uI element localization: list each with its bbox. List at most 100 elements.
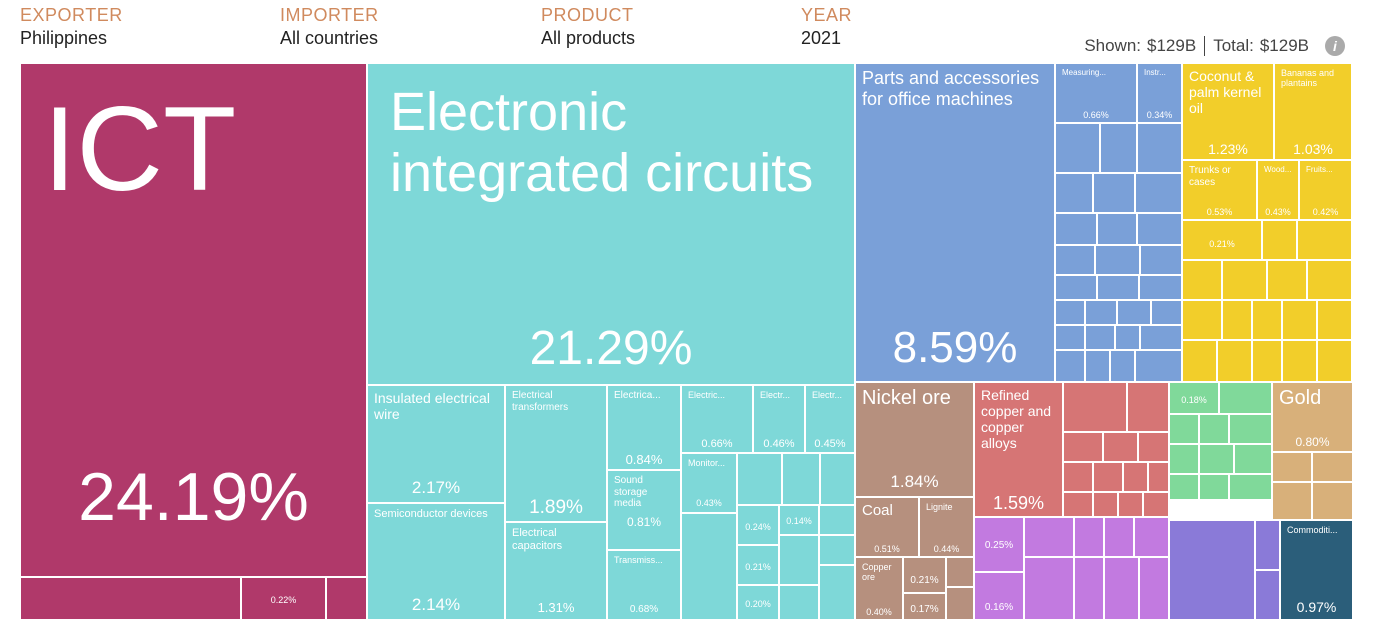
- treemap-tile-electronics-5[interactable]: [819, 535, 855, 565]
- treemap-tile-machinery-30[interactable]: [1055, 325, 1085, 350]
- treemap-tile-copper-ore[interactable]: Copper ore 0.40%: [855, 557, 903, 620]
- treemap-tile-product[interactable]: 0.17%: [903, 593, 946, 620]
- treemap-tile-agriculture-45[interactable]: [1222, 300, 1252, 340]
- filter-year[interactable]: YEAR 2021: [801, 4, 852, 50]
- treemap-tile-stone-89[interactable]: [1272, 482, 1312, 520]
- treemap-tile-machinery-22[interactable]: [1140, 245, 1182, 275]
- treemap-tile-product[interactable]: 0.14%: [779, 505, 819, 535]
- treemap-tile-machinery-13[interactable]: [1137, 123, 1182, 173]
- treemap-tile-machinery-31[interactable]: [1085, 325, 1115, 350]
- treemap-tile-instr[interactable]: Instr... 0.34%: [1137, 63, 1182, 123]
- treemap-tile-product[interactable]: 0.21%: [1182, 220, 1262, 260]
- treemap-tile-stone-90[interactable]: [1312, 482, 1353, 520]
- treemap-tile-commoditi[interactable]: Commoditi... 0.97%: [1280, 520, 1353, 620]
- treemap-tile-animal-79[interactable]: [1199, 414, 1229, 444]
- treemap-tile-machinery-12[interactable]: [1100, 123, 1137, 173]
- treemap-tile-machinery-35[interactable]: [1085, 350, 1110, 382]
- treemap-tile-animal-82[interactable]: [1199, 444, 1234, 474]
- treemap-tile-ict-0[interactable]: [20, 577, 241, 620]
- treemap-tile-chemicals-71[interactable]: [1104, 517, 1134, 557]
- treemap-tile-coal[interactable]: Coal 0.51%: [855, 497, 919, 557]
- treemap-tile-product[interactable]: 0.16%: [974, 572, 1024, 620]
- treemap-tile-metals-62[interactable]: [1093, 462, 1123, 492]
- treemap-tile-metals-67[interactable]: [1118, 492, 1143, 517]
- treemap-tile-ict-1[interactable]: [326, 577, 367, 620]
- treemap-tile-agriculture-42[interactable]: [1267, 260, 1307, 300]
- treemap-tile-machinery-34[interactable]: [1055, 350, 1085, 382]
- treemap-tile-trunks-or-cases[interactable]: Trunks or cases 0.53%: [1182, 160, 1257, 220]
- treemap-tile-chemicals-70[interactable]: [1074, 517, 1104, 557]
- treemap-tile-electronics-7[interactable]: [819, 565, 855, 620]
- treemap-tile-agriculture-51[interactable]: [1252, 340, 1282, 382]
- treemap-tile-machinery-20[interactable]: [1055, 245, 1095, 275]
- treemap-tile-metals-59[interactable]: [1103, 432, 1138, 462]
- treemap-tile-machinery-23[interactable]: [1055, 275, 1097, 300]
- treemap-tile-agriculture-52[interactable]: [1282, 340, 1317, 382]
- treemap-tile-agriculture-50[interactable]: [1217, 340, 1252, 382]
- treemap-tile-animal-83[interactable]: [1234, 444, 1272, 474]
- treemap-tile-minerals-54[interactable]: [946, 557, 974, 587]
- treemap-tile-animal-86[interactable]: [1229, 474, 1272, 500]
- treemap-tile-other-93[interactable]: [1255, 570, 1280, 620]
- treemap-tile-monitor[interactable]: Monitor... 0.43%: [681, 453, 737, 513]
- treemap-tile-transmiss[interactable]: Transmiss... 0.68%: [607, 550, 681, 620]
- treemap-tile-animal-80[interactable]: [1229, 414, 1272, 444]
- treemap-tile-machinery-33[interactable]: [1140, 325, 1182, 350]
- treemap-tile-other-92[interactable]: [1255, 520, 1280, 570]
- treemap-tile-electronics-2[interactable]: [681, 513, 737, 620]
- treemap-tile-machinery-11[interactable]: [1055, 123, 1100, 173]
- treemap-tile-metals-58[interactable]: [1063, 432, 1103, 462]
- treemap-tile-other-91[interactable]: [1169, 520, 1255, 620]
- treemap-tile-agriculture-48[interactable]: [1317, 300, 1352, 340]
- treemap-tile-stone-88[interactable]: [1312, 452, 1353, 482]
- treemap-tile-electrical-capacitors[interactable]: Electrical capacitors 1.31%: [505, 522, 607, 620]
- treemap-tile-bananas-and-plantains[interactable]: Bananas and plantains 1.03%: [1274, 63, 1352, 160]
- treemap-tile-product[interactable]: 0.22%: [241, 577, 326, 620]
- treemap-tile-electrical-transformers[interactable]: Electrical transformers 1.89%: [505, 385, 607, 522]
- treemap-tile-electr[interactable]: Electr... 0.46%: [753, 385, 805, 453]
- treemap-tile-electronics-4[interactable]: [819, 505, 855, 535]
- treemap-tile-machinery-29[interactable]: [1151, 300, 1182, 325]
- treemap-tile-machinery-27[interactable]: [1085, 300, 1117, 325]
- treemap-tile-chemicals-73[interactable]: [1024, 557, 1074, 620]
- treemap-tile-electronics-6[interactable]: [779, 585, 819, 620]
- treemap-tile-chemicals-72[interactable]: [1134, 517, 1169, 557]
- treemap-tile-animal-81[interactable]: [1169, 444, 1199, 474]
- treemap-tile-nickel-ore[interactable]: Nickel ore 1.84%: [855, 382, 974, 497]
- treemap-tile-metals-65[interactable]: [1063, 492, 1093, 517]
- treemap-tile-chemicals-76[interactable]: [1139, 557, 1169, 620]
- treemap-tile-animal-77[interactable]: [1219, 382, 1272, 414]
- treemap-tile-lignite[interactable]: Lignite 0.44%: [919, 497, 974, 557]
- treemap-tile-animal-84[interactable]: [1169, 474, 1199, 500]
- treemap-tile-electronic-integrated-circuits[interactable]: Electronic integrated circuits 21.29%: [367, 63, 855, 385]
- treemap-tile-electric[interactable]: Electric... 0.66%: [681, 385, 753, 453]
- treemap-tile-machinery-25[interactable]: [1139, 275, 1182, 300]
- treemap-tile-metals-57[interactable]: [1127, 382, 1169, 432]
- treemap-tile-electronics-10[interactable]: [820, 453, 855, 505]
- treemap-tile-agriculture-46[interactable]: [1252, 300, 1282, 340]
- treemap-tile-metals-63[interactable]: [1123, 462, 1148, 492]
- treemap-tile-machinery-16[interactable]: [1135, 173, 1182, 213]
- treemap-tile-product[interactable]: 0.20%: [737, 585, 779, 620]
- treemap-tile-metals-64[interactable]: [1148, 462, 1169, 492]
- treemap-tile-agriculture-47[interactable]: [1282, 300, 1317, 340]
- treemap-tile-metals-68[interactable]: [1143, 492, 1169, 517]
- treemap-tile-metals-60[interactable]: [1138, 432, 1169, 462]
- treemap-tile-product[interactable]: 0.25%: [974, 517, 1024, 572]
- treemap-tile-agriculture-44[interactable]: [1182, 300, 1222, 340]
- treemap-tile-metals-56[interactable]: [1063, 382, 1127, 432]
- treemap-tile-chemicals-74[interactable]: [1074, 557, 1104, 620]
- treemap-tile-product[interactable]: 0.21%: [737, 545, 779, 585]
- treemap-tile-chemicals-75[interactable]: [1104, 557, 1139, 620]
- treemap-tile-semiconductor-devices[interactable]: Semiconductor devices 2.14%: [367, 503, 505, 620]
- treemap-tile-machinery-17[interactable]: [1055, 213, 1097, 245]
- treemap-tile-electronics-9[interactable]: [782, 453, 820, 505]
- treemap-tile-chemicals-69[interactable]: [1024, 517, 1074, 557]
- treemap-tile-product[interactable]: 0.21%: [903, 557, 946, 593]
- treemap-tile-metals-61[interactable]: [1063, 462, 1093, 492]
- treemap-tile-refined-copper-and-copper-alloys[interactable]: Refined copper and copper alloys 1.59%: [974, 382, 1063, 517]
- treemap-tile-machinery-36[interactable]: [1110, 350, 1135, 382]
- treemap-tile-minerals-55[interactable]: [946, 587, 974, 620]
- treemap-tile-agriculture-41[interactable]: [1222, 260, 1267, 300]
- treemap-tile-animal-85[interactable]: [1199, 474, 1229, 500]
